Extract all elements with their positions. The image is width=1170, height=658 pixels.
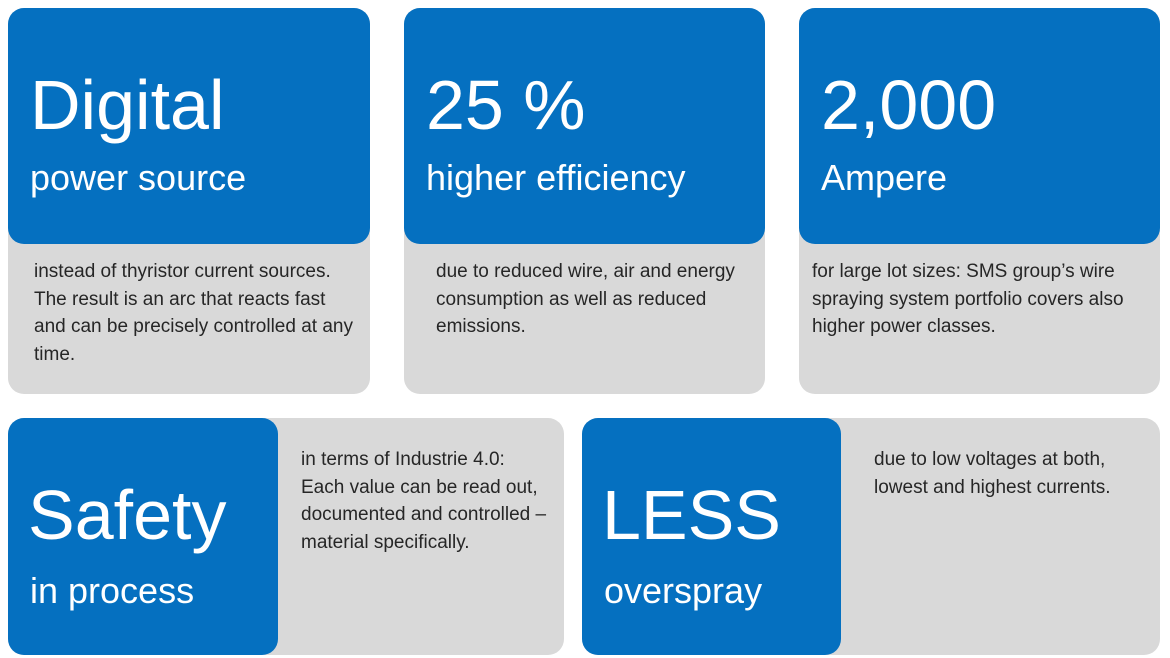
feature-headline: Digital [30, 66, 225, 144]
feature-card-digital: Digital power source instead of thyristo… [8, 8, 370, 394]
feature-subtitle: Ampere [821, 157, 948, 198]
feature-highlight-panel: 2,000 Ampere [799, 8, 1160, 244]
feature-subtitle: higher efficiency [426, 157, 686, 198]
feature-description: due to low voltages at both, lowest and … [874, 449, 1111, 498]
feature-description: due to reduced wire, air and energy cons… [436, 261, 735, 337]
feature-headline: Safety [28, 476, 227, 554]
feature-card-ampere: 2,000 Ampere for large lot sizes: SMS gr… [799, 8, 1160, 394]
feature-description: in terms of Industrie 4.0: Each value ca… [301, 449, 547, 553]
feature-headline: 2,000 [821, 66, 997, 144]
feature-headline: 25 % [426, 66, 586, 144]
feature-highlight-panel: Safety in process [8, 418, 278, 655]
feature-subtitle: in process [30, 570, 195, 611]
feature-card-overspray: LESS overspray due to low voltages at bo… [582, 418, 1160, 655]
feature-card-efficiency: 25 % higher efficiency due to reduced wi… [404, 8, 765, 394]
feature-subtitle: overspray [604, 570, 763, 611]
feature-subtitle: power source [30, 157, 247, 198]
feature-description: instead of thyristor current sources. Th… [34, 261, 353, 365]
feature-highlight-panel: 25 % higher efficiency [404, 8, 765, 244]
feature-description: for large lot sizes: SMS group’s wire sp… [812, 261, 1124, 337]
feature-headline: LESS [602, 476, 781, 554]
feature-highlight-panel: Digital power source [8, 8, 370, 244]
feature-card-safety: Safety in process in terms of Industrie … [8, 418, 564, 655]
feature-highlight-panel: LESS overspray [582, 418, 841, 655]
